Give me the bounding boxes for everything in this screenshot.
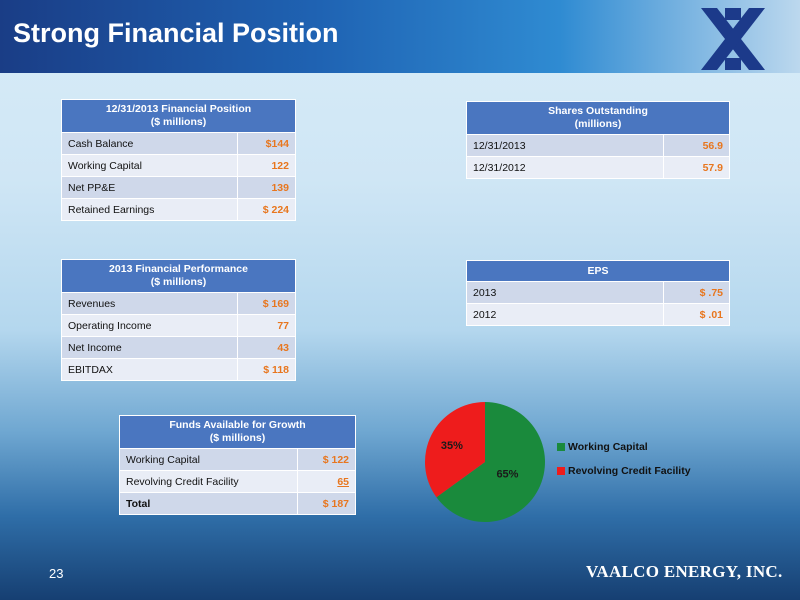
table-row: EBITDAX $ 118 bbox=[61, 358, 296, 381]
table-row: Cash Balance $144 bbox=[61, 132, 296, 155]
table-row: Net Income 43 bbox=[61, 336, 296, 359]
financial-performance-table: 2013 Financial Performance ($ millions) … bbox=[61, 259, 296, 381]
table-row: 2013 $ .75 bbox=[466, 281, 730, 304]
table-row: Retained Earnings $ 224 bbox=[61, 198, 296, 221]
eps-header: EPS bbox=[466, 260, 730, 282]
table-row: Working Capital $ 122 bbox=[119, 448, 356, 471]
legend-item-revolving-credit: Revolving Credit Facility bbox=[557, 464, 691, 478]
page-number: 23 bbox=[49, 566, 64, 581]
page-title: Strong Financial Position bbox=[13, 18, 339, 48]
pie-slice-working-capital bbox=[436, 402, 545, 522]
table-row: Working Capital 122 bbox=[61, 154, 296, 177]
table-row: Revenues $ 169 bbox=[61, 292, 296, 315]
financial-performance-header: 2013 Financial Performance ($ millions) bbox=[61, 259, 296, 293]
table-row: Net PP&E 139 bbox=[61, 176, 296, 199]
pie-label-revolving-credit-facility: 35% bbox=[441, 440, 463, 452]
table-row: 12/31/2013 56.9 bbox=[466, 134, 730, 157]
pie-legend: Working Capital Revolving Credit Facilit… bbox=[557, 440, 691, 488]
table-row: Operating Income 77 bbox=[61, 314, 296, 337]
legend-swatch-working-capital bbox=[557, 443, 565, 451]
legend-swatch-revolving-credit bbox=[557, 467, 565, 475]
financial-position-header: 12/31/2013 Financial Position ($ million… bbox=[61, 99, 296, 133]
table-row: Revolving Credit Facility 65 bbox=[119, 470, 356, 493]
table-row: Total $ 187 bbox=[119, 492, 356, 515]
table-row: 12/31/2012 57.9 bbox=[466, 156, 730, 179]
pie-slice-revolving-credit-facility bbox=[425, 402, 485, 498]
shares-outstanding-table: Shares Outstanding (millions) 12/31/2013… bbox=[466, 101, 730, 179]
funds-available-table: Funds Available for Growth ($ millions) … bbox=[119, 415, 356, 515]
financial-position-table: 12/31/2013 Financial Position ($ million… bbox=[61, 99, 296, 221]
shares-outstanding-header: Shares Outstanding (millions) bbox=[466, 101, 730, 135]
company-logo bbox=[701, 8, 765, 70]
funds-available-header: Funds Available for Growth ($ millions) bbox=[119, 415, 356, 449]
eps-table: EPS 2013 $ .75 2012 $ .01 bbox=[466, 260, 730, 326]
pie-label-working-capital: 65% bbox=[496, 468, 518, 480]
table-row: 2012 $ .01 bbox=[466, 303, 730, 326]
company-wordmark: VAALCO ENERGY, INC. bbox=[586, 562, 783, 581]
funds-pie-chart: 65% 35% bbox=[425, 402, 545, 522]
legend-item-working-capital: Working Capital bbox=[557, 440, 691, 454]
header-bar: Strong Financial Position bbox=[0, 0, 800, 73]
